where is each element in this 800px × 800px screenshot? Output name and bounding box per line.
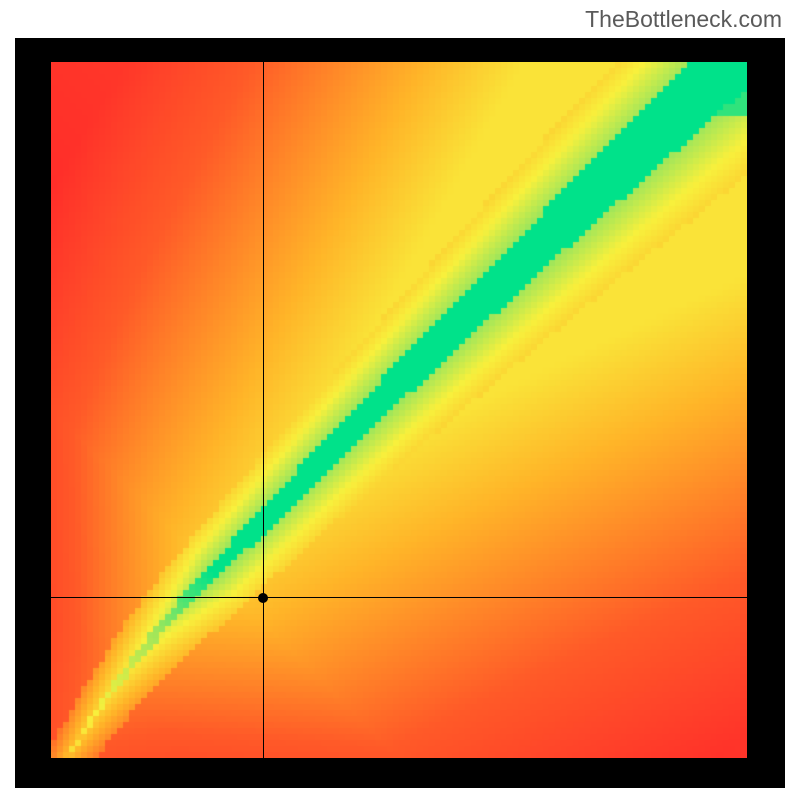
- plot-area: [51, 62, 747, 758]
- heatmap-canvas: [51, 62, 747, 758]
- watermark-text: TheBottleneck.com: [585, 6, 782, 33]
- chart-container: TheBottleneck.com: [0, 0, 800, 800]
- data-point-marker: [258, 593, 268, 603]
- chart-outer-frame: [15, 38, 785, 788]
- crosshair-vertical: [263, 62, 264, 758]
- crosshair-horizontal: [51, 597, 747, 598]
